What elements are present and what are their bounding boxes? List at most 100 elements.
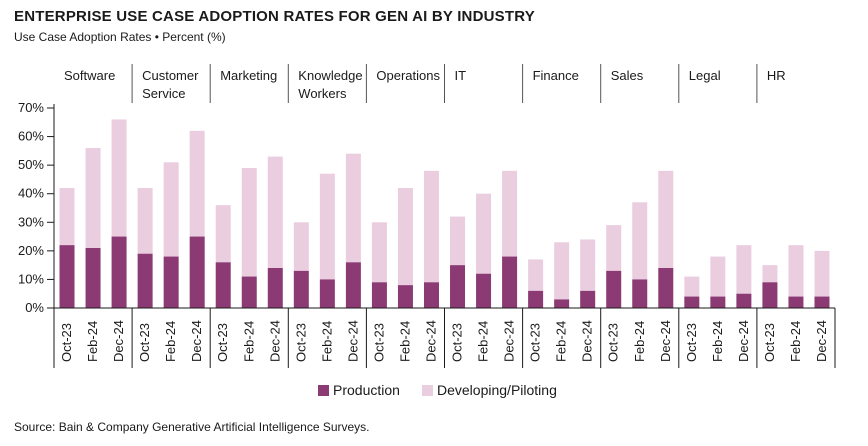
x-tick-label: Feb-24 <box>788 321 803 362</box>
bar-production <box>476 273 492 308</box>
bar-developing <box>163 162 179 257</box>
bar-production <box>267 268 283 308</box>
x-tick-label: Oct-23 <box>450 323 465 362</box>
bar-developing <box>111 119 127 237</box>
x-tick-label: Dec-24 <box>502 320 517 362</box>
x-tick-label: Dec-24 <box>736 320 751 362</box>
x-tick-label: Dec-24 <box>814 320 829 362</box>
legend-label-developing: Developing/Piloting <box>437 382 557 398</box>
bar-developing <box>293 222 309 271</box>
legend-swatch-developing <box>422 385 433 396</box>
y-tick-label: 60% <box>18 129 44 144</box>
bar-developing <box>371 222 387 283</box>
group-label: Finance <box>533 68 579 83</box>
x-tick-label: Feb-24 <box>476 321 491 362</box>
bar-developing <box>684 276 700 297</box>
bar-developing <box>580 239 596 291</box>
bar-production <box>189 236 205 308</box>
x-tick-label: Feb-24 <box>241 321 256 362</box>
bar-production <box>788 296 804 308</box>
bar-production <box>345 262 361 308</box>
bar-production <box>502 256 518 308</box>
y-tick-label: 70% <box>18 100 44 115</box>
bar-production <box>111 236 127 308</box>
group-label: Workers <box>298 86 347 101</box>
bar-production <box>423 282 439 308</box>
bar-production <box>554 299 570 308</box>
bar-developing <box>450 216 466 266</box>
bar-developing <box>85 148 101 248</box>
x-tick-label: Oct-23 <box>762 323 777 362</box>
bar-production <box>319 279 335 308</box>
group-label: Marketing <box>220 68 277 83</box>
bar-developing <box>319 173 335 280</box>
bar-production <box>762 282 778 308</box>
bar-production <box>215 262 231 308</box>
bar-developing <box>710 256 726 297</box>
bar-developing <box>241 168 257 277</box>
bar-developing <box>658 170 674 268</box>
source-note: Source: Bain & Company Generative Artifi… <box>14 420 370 434</box>
x-tick-label: Feb-24 <box>85 321 100 362</box>
x-tick-label: Dec-24 <box>189 320 204 362</box>
x-tick-label: Oct-23 <box>215 323 230 362</box>
bar-developing <box>814 250 830 297</box>
group-label: Knowledge <box>298 68 362 83</box>
bar-developing <box>137 188 153 254</box>
bar-developing <box>762 265 778 283</box>
bar-developing <box>189 130 205 237</box>
bar-production <box>684 296 700 308</box>
bar-developing <box>606 225 622 271</box>
bar-production <box>606 270 622 308</box>
x-tick-label: Dec-24 <box>658 320 673 362</box>
bar-developing <box>554 242 570 300</box>
chart-subtitle: Use Case Adoption Rates • Percent (%) <box>14 30 226 44</box>
legend-label-production: Production <box>333 382 400 398</box>
group-label: Operations <box>376 68 440 83</box>
group-label: Sales <box>611 68 644 83</box>
x-tick-label: Feb-24 <box>710 321 725 362</box>
group-label: IT <box>455 68 467 83</box>
y-tick-label: 40% <box>18 186 44 201</box>
x-tick-label: Oct-23 <box>137 323 152 362</box>
x-tick-label: Oct-23 <box>684 323 699 362</box>
y-tick-label: 10% <box>18 271 44 286</box>
y-tick-label: 50% <box>18 157 44 172</box>
y-tick-label: 0% <box>25 300 44 315</box>
x-tick-label: Feb-24 <box>397 321 412 362</box>
bar-production <box>814 296 830 308</box>
bar-developing <box>215 205 231 263</box>
bar-production <box>580 290 596 308</box>
x-tick-label: Feb-24 <box>163 321 178 362</box>
x-tick-label: Dec-24 <box>580 320 595 362</box>
bar-production <box>293 270 309 308</box>
x-tick-label: Dec-24 <box>345 320 360 362</box>
group-label: HR <box>767 68 786 83</box>
bar-production <box>241 276 257 308</box>
x-tick-label: Feb-24 <box>632 321 647 362</box>
bar-developing <box>59 188 75 246</box>
x-tick-label: Oct-23 <box>606 323 621 362</box>
bar-developing <box>502 170 518 257</box>
legend-swatch-production <box>318 385 329 396</box>
x-tick-label: Feb-24 <box>554 321 569 362</box>
bar-production <box>163 256 179 308</box>
bar-production <box>450 265 466 308</box>
x-tick-label: Oct-23 <box>59 323 74 362</box>
bar-developing <box>736 245 752 294</box>
bar-production <box>85 248 101 308</box>
bar-developing <box>476 193 492 274</box>
bar-production <box>371 282 387 308</box>
x-tick-label: Dec-24 <box>423 320 438 362</box>
bar-production <box>658 268 674 308</box>
x-tick-label: Dec-24 <box>267 320 282 362</box>
group-label: Service <box>142 86 185 101</box>
x-tick-label: Oct-23 <box>293 323 308 362</box>
bar-developing <box>528 259 544 291</box>
bar-production <box>397 285 413 308</box>
y-tick-label: 30% <box>18 214 44 229</box>
group-label: Legal <box>689 68 721 83</box>
bar-production <box>59 245 75 308</box>
bar-developing <box>423 170 439 283</box>
